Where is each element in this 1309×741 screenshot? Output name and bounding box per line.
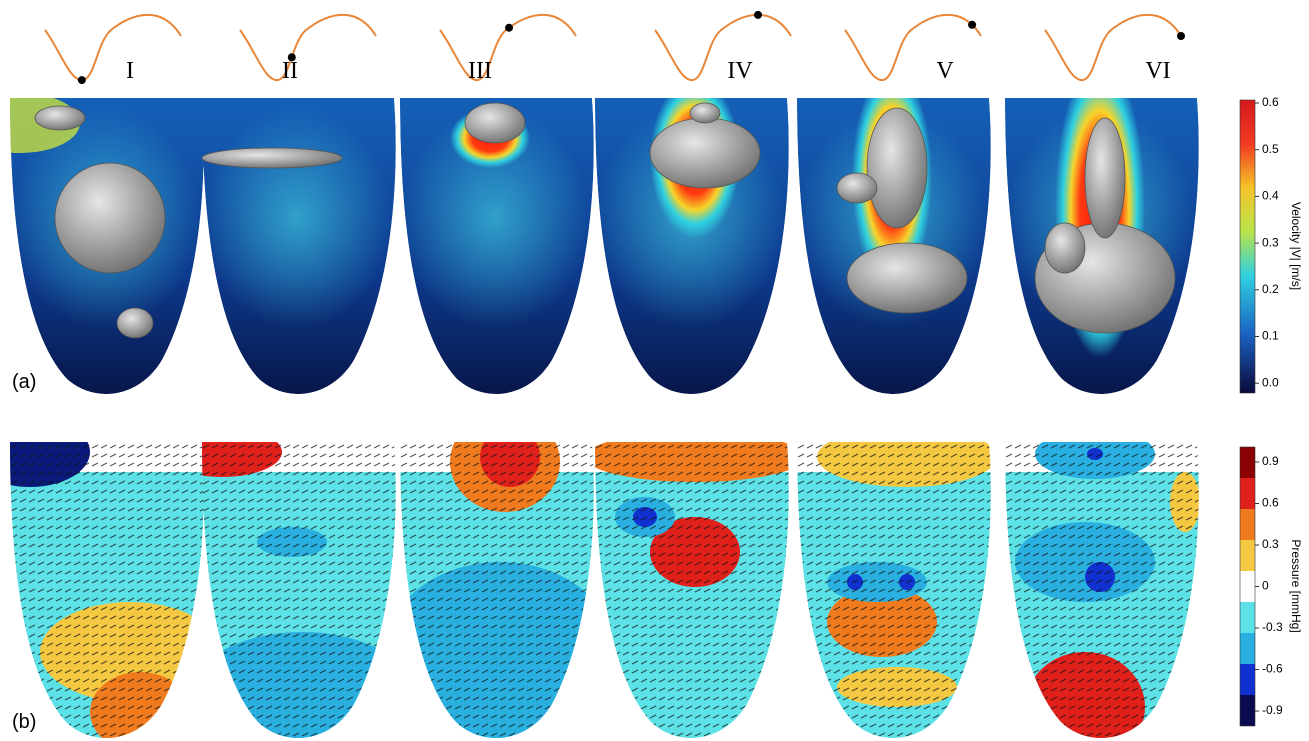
velocity-colorbar [1239, 99, 1256, 394]
vortex-isosurface [846, 242, 968, 314]
velocity-panel [201, 98, 396, 395]
phase-waveform [654, 10, 792, 81]
phase-waveform [239, 13, 377, 81]
pressure-field [1005, 442, 1199, 739]
phase-waveform [44, 13, 182, 85]
phase-label: I [126, 58, 134, 84]
velocity-vectors [595, 442, 789, 739]
velocity-panel [595, 98, 789, 395]
colorbar-tick-label: 0.6 [1262, 95, 1279, 109]
velocity-panel [797, 98, 991, 395]
velocity-field [400, 98, 594, 395]
vortex-isosurface [116, 307, 154, 339]
pressure-field [400, 442, 594, 739]
colorbar-tick-label: -0.3 [1262, 620, 1283, 634]
vortex-isosurface [201, 147, 343, 169]
phase-label: VI [1145, 58, 1170, 84]
velocity-panel [1005, 98, 1199, 395]
vortex-isosurface [1044, 222, 1086, 274]
colorbar-tick-label: 0.2 [1262, 282, 1279, 296]
velocity-field [202, 98, 396, 395]
pressure-colorbar-label: Pressure [mmHg] [1289, 539, 1303, 632]
pressure-colorbar-band [1240, 664, 1255, 695]
vortex-isosurface [866, 107, 928, 229]
pressure-colorbar-band [1240, 447, 1255, 478]
colorbar-tick-label: 0.5 [1262, 142, 1279, 156]
vortex-isosurface [34, 105, 86, 131]
vortex-isosurface [836, 172, 878, 204]
vortex-isosurface [54, 162, 166, 274]
pressure-colorbar-band [1240, 602, 1255, 633]
vortex-isosurface [689, 102, 721, 124]
waveform-curve [44, 13, 182, 81]
phase-marker [505, 23, 514, 32]
phase-marker [287, 53, 296, 62]
pressure-colorbar-band [1240, 571, 1255, 602]
row-label: (a) [12, 371, 36, 393]
row-label: (b) [12, 711, 36, 733]
colorbar-tick-label: 0.1 [1262, 329, 1279, 343]
velocity-vectors [10, 442, 204, 739]
pressure-field [10, 442, 204, 739]
phase-marker [77, 76, 86, 85]
velocity-vectors [400, 442, 594, 739]
colorbar-tick-label: 0.3 [1262, 235, 1279, 249]
colorbar-tick-label: -0.9 [1262, 703, 1283, 717]
velocity-panel [400, 98, 594, 395]
pressure-panel [400, 442, 594, 739]
colorbar-tick-label: 0.0 [1262, 375, 1279, 389]
phase-label: III [468, 58, 492, 84]
pressure-panel [1005, 442, 1199, 739]
colorbar-tick-label: 0.4 [1262, 189, 1279, 203]
phase-waveform [1044, 13, 1185, 81]
waveform-curve [654, 13, 792, 81]
phase-waveform [844, 13, 982, 81]
pressure-colorbar-band [1240, 509, 1255, 540]
colorbar-tick-label: 0.6 [1262, 496, 1279, 510]
pressure-field [595, 442, 789, 739]
velocity-glow [202, 108, 392, 328]
colorbar-tick-label: 0.9 [1262, 454, 1279, 468]
pressure-field [797, 442, 991, 739]
vortex-isosurface [649, 117, 761, 189]
vortex-isosurface [1084, 117, 1126, 239]
velocity-colorbar-label: Velocity |V| [m/s] [1289, 202, 1303, 290]
pressure-panel [797, 442, 991, 739]
pressure-colorbar-band [1240, 540, 1255, 571]
phase-label: IV [727, 58, 753, 84]
phase-waveform [439, 13, 577, 81]
velocity-glow [400, 108, 590, 328]
velocity-panel [10, 98, 204, 395]
velocity-vectors [202, 442, 396, 739]
waveform-curve [239, 13, 377, 81]
waveform-curve [844, 13, 982, 81]
pressure-colorbar-band [1240, 695, 1255, 726]
velocity-vectors [797, 442, 991, 739]
velocity-vectors [1005, 442, 1199, 739]
vortex-isosurface [464, 102, 526, 144]
colorbar-tick-label: 0 [1262, 579, 1269, 593]
pressure-colorbar-band [1240, 478, 1255, 509]
colorbar-tick-label: -0.6 [1262, 662, 1283, 676]
phase-marker [1177, 32, 1185, 40]
colorbar-tick-label: 0.3 [1262, 537, 1279, 551]
phase-label: V [936, 58, 954, 84]
phase-marker [968, 20, 977, 29]
phase-marker [754, 10, 763, 19]
pressure-colorbar-band [1240, 633, 1255, 664]
pressure-panel [595, 442, 789, 739]
waveform-curve [1044, 13, 1182, 81]
pressure-panel [10, 442, 204, 739]
phase-label: II [282, 58, 298, 84]
